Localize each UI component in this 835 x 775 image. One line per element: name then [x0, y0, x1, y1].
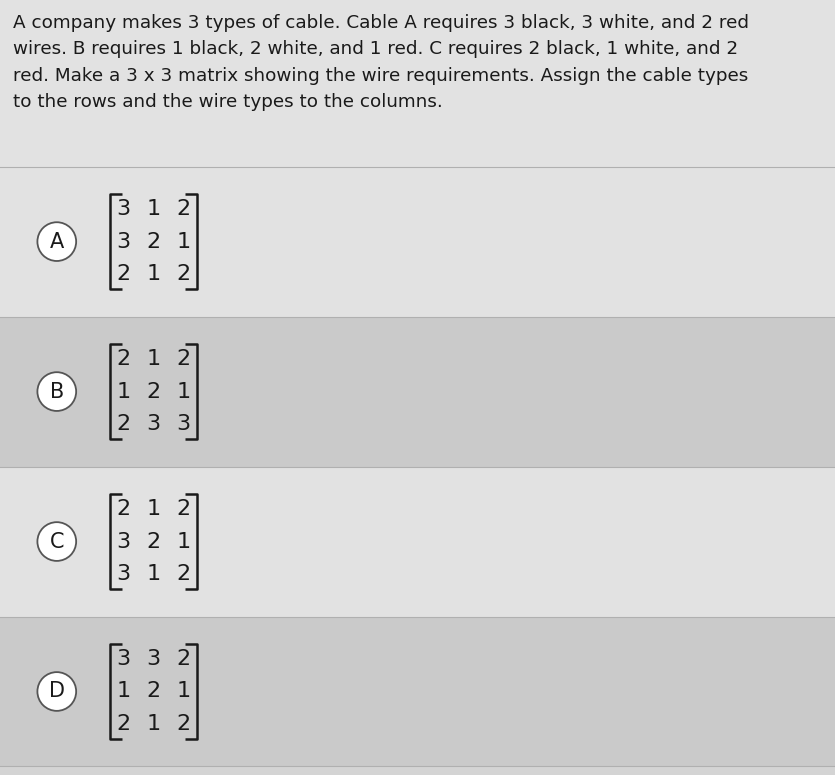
Text: 1: 1 [147, 564, 160, 584]
Text: 3: 3 [117, 199, 130, 219]
Text: C: C [49, 532, 64, 552]
Text: 2: 2 [177, 264, 190, 284]
Text: 2: 2 [117, 414, 130, 434]
Text: 1: 1 [147, 349, 160, 369]
FancyBboxPatch shape [0, 167, 835, 316]
Text: 1: 1 [117, 681, 130, 701]
Ellipse shape [38, 522, 76, 561]
Ellipse shape [38, 672, 76, 711]
Text: 3: 3 [147, 649, 160, 669]
Text: 2: 2 [177, 714, 190, 734]
Text: 1: 1 [177, 681, 190, 701]
Text: 2: 2 [177, 649, 190, 669]
Text: 2: 2 [117, 714, 130, 734]
Text: 1: 1 [147, 199, 160, 219]
Text: 2: 2 [177, 349, 190, 369]
Text: 2: 2 [147, 232, 160, 252]
FancyBboxPatch shape [0, 467, 835, 617]
Text: D: D [48, 681, 65, 701]
Text: 3: 3 [117, 564, 130, 584]
FancyBboxPatch shape [0, 617, 835, 766]
Text: 2: 2 [177, 199, 190, 219]
Text: 2: 2 [147, 381, 160, 401]
Text: 1: 1 [177, 381, 190, 401]
FancyBboxPatch shape [0, 0, 835, 167]
Text: 2: 2 [177, 564, 190, 584]
Text: A company makes 3 types of cable. Cable A requires 3 black, 3 white, and 2 red
w: A company makes 3 types of cable. Cable … [13, 14, 749, 111]
Text: 3: 3 [177, 414, 190, 434]
Text: 1: 1 [177, 232, 190, 252]
FancyBboxPatch shape [0, 316, 835, 467]
Ellipse shape [38, 222, 76, 261]
Text: 2: 2 [117, 349, 130, 369]
Text: 1: 1 [147, 499, 160, 519]
Text: 2: 2 [147, 681, 160, 701]
Text: 3: 3 [117, 532, 130, 552]
Text: 3: 3 [117, 649, 130, 669]
Text: 1: 1 [177, 532, 190, 552]
Text: 1: 1 [147, 264, 160, 284]
Text: 3: 3 [117, 232, 130, 252]
Text: 2: 2 [177, 499, 190, 519]
Text: 3: 3 [147, 414, 160, 434]
Text: 2: 2 [117, 499, 130, 519]
Text: B: B [49, 381, 64, 401]
Ellipse shape [38, 372, 76, 411]
Text: 2: 2 [147, 532, 160, 552]
Text: 1: 1 [117, 381, 130, 401]
Text: A: A [49, 232, 64, 252]
Text: 1: 1 [147, 714, 160, 734]
Text: 2: 2 [117, 264, 130, 284]
